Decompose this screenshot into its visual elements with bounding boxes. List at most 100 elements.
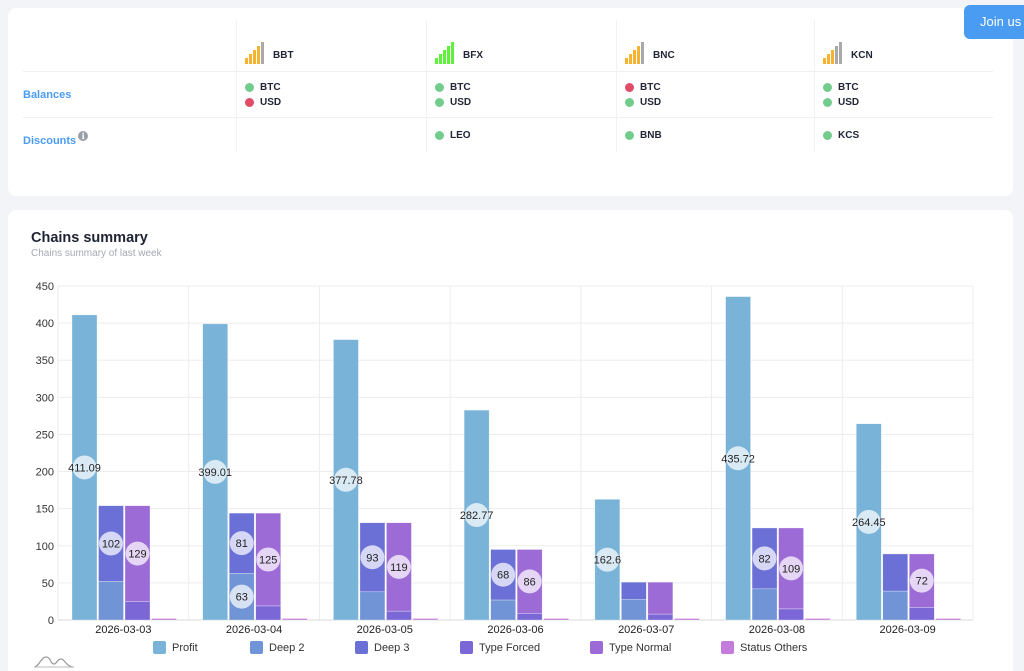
signal-bar <box>641 42 644 64</box>
status-dot-icon <box>625 130 634 140</box>
balance-item-btc: BTC <box>435 80 471 94</box>
data-label-badge <box>99 531 123 556</box>
data-label: 63 <box>236 592 248 604</box>
data-label: 86 <box>524 576 536 588</box>
data-label: 109 <box>782 563 800 575</box>
bar-status-others <box>935 618 962 621</box>
bar-type-forced <box>124 601 151 621</box>
signal-bar <box>249 54 252 64</box>
bar-status-others <box>151 618 177 621</box>
currency-label: BTC <box>838 81 859 93</box>
signal-bar <box>443 50 446 64</box>
exchange-name: KCN <box>851 50 873 61</box>
status-dot-icon <box>823 130 832 140</box>
data-label-badge <box>856 509 881 534</box>
discounts-text: Discounts <box>23 135 77 147</box>
discount-item-leo: LEO <box>435 128 471 142</box>
currency-label: BNB <box>640 129 662 141</box>
bar-status-others <box>804 618 831 621</box>
bar-type-forced <box>647 613 674 621</box>
y-tick-label: 400 <box>36 318 54 330</box>
currency-label: USD <box>450 96 472 108</box>
exchange-header-kcn: KCN <box>823 40 873 64</box>
data-label-badge <box>229 531 254 556</box>
discount-item-kcs: KCS <box>823 128 859 142</box>
legend-label: Profit <box>172 642 198 654</box>
signal-bar <box>447 46 450 64</box>
signal-bar <box>257 46 260 64</box>
data-label-badge <box>464 503 489 528</box>
signal-bar <box>827 54 830 64</box>
status-dot-icon <box>823 97 832 107</box>
signal-bar <box>253 50 256 64</box>
status-dot-icon <box>625 82 634 92</box>
data-label: 82 <box>758 553 770 565</box>
data-label: 102 <box>102 539 120 551</box>
column-divider <box>426 20 427 152</box>
exchange-name: BNC <box>653 50 675 61</box>
legend-swatch-profit <box>153 641 166 654</box>
bar-deep-3 <box>621 581 647 600</box>
signal-bar <box>245 58 248 64</box>
status-dot-icon <box>823 82 832 92</box>
x-tick-label: 2026-03-07 <box>618 624 674 636</box>
data-label-badge <box>779 556 804 581</box>
x-tick-label: 2026-03-09 <box>880 624 936 636</box>
discount-item-bnb: BNB <box>625 128 662 142</box>
bar-deep-2 <box>882 590 909 621</box>
status-dot-icon <box>435 130 444 140</box>
data-label: 93 <box>366 552 378 564</box>
signal-bar <box>835 46 838 64</box>
discounts-label: Discounts i <box>23 131 89 147</box>
join-us-button[interactable]: Join us <box>964 5 1024 39</box>
status-dot-icon <box>245 82 254 92</box>
legend-label: Deep 2 <box>269 642 304 654</box>
bar-type-forced <box>516 613 543 621</box>
legend-label: Status Others <box>740 642 808 654</box>
y-tick-label: 350 <box>36 355 54 367</box>
legend-label: Type Forced <box>479 642 540 654</box>
info-icon[interactable]: i <box>78 131 89 141</box>
data-label: 68 <box>497 570 509 582</box>
row-divider <box>23 71 993 72</box>
data-label: 399.01 <box>198 467 232 479</box>
data-label: 282.77 <box>460 510 494 522</box>
bar-deep-2 <box>359 591 386 621</box>
bar-status-others <box>674 618 700 621</box>
y-tick-label: 0 <box>48 615 54 627</box>
data-label-badge <box>333 467 358 492</box>
y-tick-label: 100 <box>36 541 54 553</box>
balance-item-usd: USD <box>435 95 471 109</box>
data-label-badge <box>726 446 751 471</box>
data-label-badge <box>517 569 542 594</box>
currency-label: KCS <box>838 129 860 141</box>
balance-item-btc: BTC <box>823 80 859 94</box>
data-label: 411.09 <box>68 462 101 474</box>
currency-label: BTC <box>640 81 661 93</box>
data-label-badge <box>386 554 411 579</box>
currency-label: USD <box>640 96 662 108</box>
signal-bar <box>435 58 438 64</box>
bar-type-forced <box>386 610 412 621</box>
x-tick-label: 2026-03-04 <box>226 624 282 636</box>
bar-type-normal <box>647 581 674 615</box>
signal-bar <box>629 54 632 64</box>
balances-label: Balances <box>23 89 72 101</box>
status-dot-icon <box>625 97 634 107</box>
bar-deep-2 <box>751 588 778 621</box>
y-tick-label: 300 <box>36 392 54 404</box>
exchanges-card <box>8 8 1013 196</box>
x-tick-label: 2026-03-03 <box>95 624 151 636</box>
data-label: 72 <box>916 576 928 588</box>
data-label-badge <box>125 541 150 566</box>
exchange-name: BFX <box>463 50 483 61</box>
signal-bar <box>261 42 264 64</box>
data-label-badge <box>229 584 254 609</box>
y-tick-label: 250 <box>36 429 54 441</box>
currency-label: LEO <box>450 129 471 141</box>
balance-item-usd: USD <box>245 95 281 109</box>
bar-type-forced <box>255 605 281 621</box>
column-divider <box>236 20 237 152</box>
exchange-header-bnc: BNC <box>625 40 675 64</box>
legend-swatch-deep-2 <box>250 641 263 654</box>
